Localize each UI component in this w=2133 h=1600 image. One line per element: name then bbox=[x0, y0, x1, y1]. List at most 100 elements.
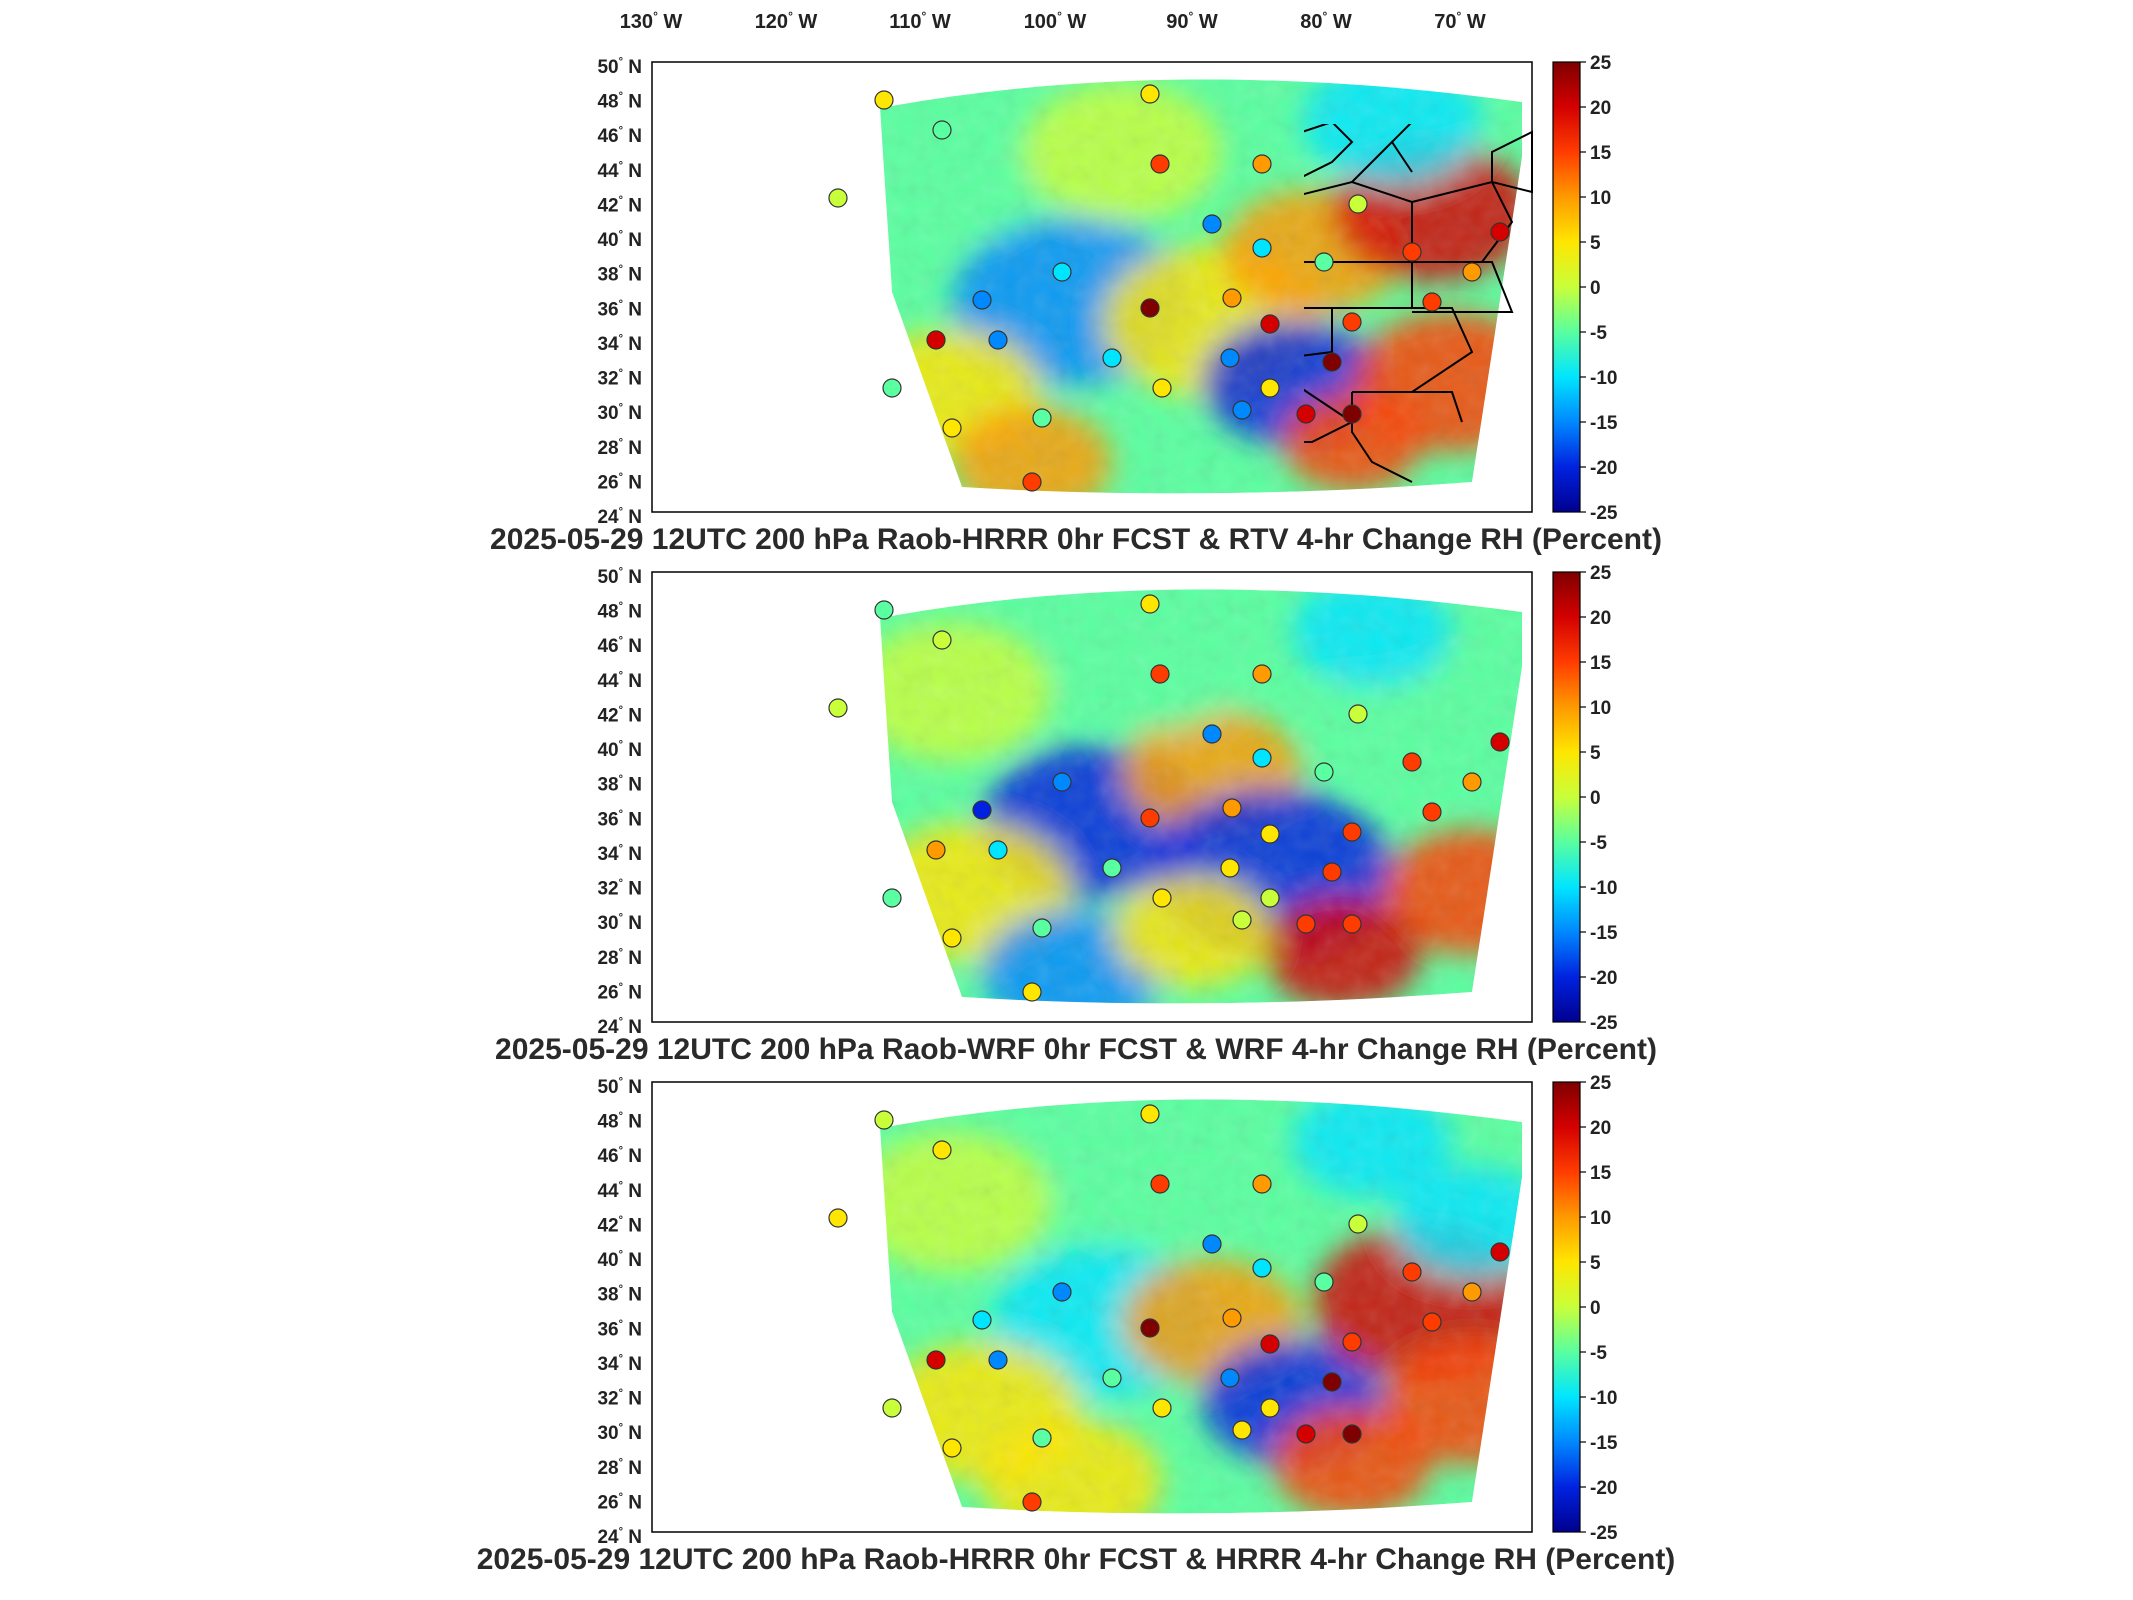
raob-station-marker bbox=[932, 630, 952, 650]
raob-station-marker bbox=[1202, 1234, 1222, 1254]
colorbar-tick-label: -20 bbox=[1590, 1478, 1617, 1499]
colorbar-tick-label: 0 bbox=[1590, 278, 1601, 299]
raob-stations bbox=[828, 84, 1510, 492]
lat-tick-label: 46° N bbox=[597, 125, 642, 147]
colorbar-gradient bbox=[1552, 1081, 1581, 1533]
colorbar-tick-label: 20 bbox=[1590, 608, 1611, 629]
raob-station-marker bbox=[1252, 1174, 1272, 1194]
raob-station-marker bbox=[1348, 1214, 1368, 1234]
longitude-axis: 130° W 120° W 110° W 100° W 90° W 80° W 70° W bbox=[620, 9, 1486, 33]
lon-tick-label: 120° W bbox=[755, 9, 818, 33]
raob-station-marker bbox=[1232, 910, 1252, 930]
raob-station-marker bbox=[1260, 824, 1280, 844]
raob-station-marker bbox=[1032, 1428, 1052, 1448]
raob-station-marker bbox=[942, 1438, 962, 1458]
raob-station-marker bbox=[1022, 982, 1042, 1002]
lon-tick-label: 80° W bbox=[1300, 9, 1352, 33]
colorbar-tick-label: -10 bbox=[1590, 368, 1617, 389]
panel-title: 2025-05-29 12UTC 200 hPa Raob-WRF 0hr FC… bbox=[495, 1033, 1657, 1066]
colorbar-tick-label: -25 bbox=[1590, 1523, 1618, 1544]
raob-station-marker bbox=[1314, 762, 1334, 782]
lat-tick-label: 24° N bbox=[597, 1526, 642, 1548]
raob-station-marker bbox=[1202, 724, 1222, 744]
lat-tick-label: 32° N bbox=[597, 878, 642, 900]
raob-station-marker bbox=[1490, 732, 1510, 752]
colorbar-tick-label: 10 bbox=[1590, 188, 1611, 209]
lat-tick-label: 44° N bbox=[597, 160, 642, 182]
colorbar-tick-label: 25 bbox=[1590, 1073, 1612, 1094]
lat-tick-label: 48° N bbox=[597, 601, 642, 623]
raob-station-marker bbox=[1202, 214, 1222, 234]
lat-tick-label: 44° N bbox=[597, 670, 642, 692]
lon-tick-label: 130° W bbox=[620, 9, 683, 33]
lat-tick-label: 26° N bbox=[597, 471, 642, 493]
raob-station-marker bbox=[1140, 84, 1160, 104]
raob-station-marker bbox=[1342, 312, 1362, 332]
raob-station-marker bbox=[1032, 918, 1052, 938]
colorbar-tick-label: -15 bbox=[1590, 413, 1618, 434]
lat-tick-label: 28° N bbox=[597, 947, 642, 969]
raob-station-marker bbox=[926, 840, 946, 860]
raob-station-marker bbox=[1140, 1104, 1160, 1124]
raob-station-marker bbox=[1102, 1368, 1122, 1388]
lat-tick-label: 26° N bbox=[597, 981, 642, 1003]
lat-tick-label: 36° N bbox=[597, 298, 642, 320]
colorbar-tick-label: -20 bbox=[1590, 458, 1617, 479]
lat-tick-label: 38° N bbox=[597, 774, 642, 796]
lat-tick-label: 42° N bbox=[597, 704, 642, 726]
raob-station-marker bbox=[828, 698, 848, 718]
raob-station-marker bbox=[1342, 1332, 1362, 1352]
raob-station-marker bbox=[1052, 772, 1072, 792]
raob-station-marker bbox=[1102, 348, 1122, 368]
raob-station-marker bbox=[1150, 154, 1170, 174]
colorbar-tick-label: -5 bbox=[1590, 323, 1607, 344]
colorbar-tick-label: 15 bbox=[1590, 143, 1612, 164]
raob-station-marker bbox=[1462, 1282, 1482, 1302]
raob-station-marker bbox=[1462, 772, 1482, 792]
state-border bbox=[1412, 391, 1463, 423]
colorbar: 25 20 15 10 5 0 -5 -10 -15 -20 -25 bbox=[1552, 563, 1618, 1034]
map-panels: 50° N 48° N 46° N 44° N 42° N 40° N 38° N 36° N… bbox=[477, 53, 1676, 1576]
colorbar: 25 20 15 10 5 0 -5 -10 -15 -20 -25 bbox=[1552, 53, 1618, 524]
colorbar-tick-label: -15 bbox=[1590, 923, 1618, 944]
raob-station-marker bbox=[1348, 194, 1368, 214]
colorbar-tick-label: 20 bbox=[1590, 1118, 1611, 1139]
raob-station-marker bbox=[1422, 1312, 1442, 1332]
lat-tick-label: 46° N bbox=[597, 1145, 642, 1167]
lat-tick-label: 34° N bbox=[597, 333, 642, 355]
raob-station-marker bbox=[1260, 888, 1280, 908]
colorbar-tick-label: 10 bbox=[1590, 1208, 1611, 1229]
lat-tick-label: 34° N bbox=[597, 1353, 642, 1375]
lat-tick-label: 40° N bbox=[597, 739, 642, 761]
raob-station-marker bbox=[1150, 1174, 1170, 1194]
colorbar-tick-label: -25 bbox=[1590, 503, 1618, 524]
lat-tick-label: 40° N bbox=[597, 229, 642, 251]
raob-station-marker bbox=[1032, 408, 1052, 428]
raob-station-marker bbox=[1152, 1398, 1172, 1418]
raob-station-marker bbox=[1260, 378, 1280, 398]
raob-station-marker bbox=[1152, 888, 1172, 908]
colorbar-tick-label: -10 bbox=[1590, 878, 1617, 899]
lat-tick-label: 38° N bbox=[597, 1284, 642, 1306]
colorbar-tick-label: 0 bbox=[1590, 1298, 1601, 1319]
latitude-axis: 50° N 48° N 46° N 44° N 42° N 40° N 38° N 36° N… bbox=[597, 1076, 642, 1548]
state-border bbox=[1332, 307, 1474, 393]
raob-station-marker bbox=[1322, 1372, 1342, 1392]
colorbar-tick-label: 15 bbox=[1590, 1163, 1612, 1184]
lat-tick-label: 24° N bbox=[597, 1016, 642, 1038]
raob-station-marker bbox=[1022, 1492, 1042, 1512]
raob-station-marker bbox=[1422, 802, 1442, 822]
panel-title: 2025-05-29 12UTC 200 hPa Raob-HRRR 0hr F… bbox=[490, 523, 1662, 556]
raob-station-marker bbox=[1022, 472, 1042, 492]
colorbar-gradient bbox=[1552, 61, 1581, 513]
raob-station-marker bbox=[1150, 664, 1170, 684]
raob-station-marker bbox=[1422, 292, 1442, 312]
lat-tick-label: 42° N bbox=[597, 1214, 642, 1236]
lat-tick-label: 32° N bbox=[597, 368, 642, 390]
lat-tick-label: 24° N bbox=[597, 506, 642, 528]
raob-station-marker bbox=[1252, 1258, 1272, 1278]
raob-station-marker bbox=[972, 290, 992, 310]
raob-station-marker bbox=[1232, 400, 1252, 420]
raob-station-marker bbox=[1260, 1398, 1280, 1418]
